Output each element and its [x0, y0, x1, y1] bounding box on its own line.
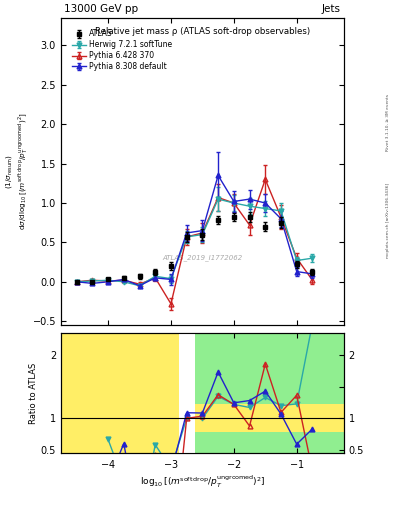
Text: Rivet 3.1.10, ≥ 3M events: Rivet 3.1.10, ≥ 3M events	[386, 94, 390, 152]
Text: mcplots.cern.ch [arXiv:1306.3436]: mcplots.cern.ch [arXiv:1306.3436]	[386, 183, 390, 258]
Text: Relative jet mass ρ (ATLAS soft-drop observables): Relative jet mass ρ (ATLAS soft-drop obs…	[95, 27, 310, 36]
X-axis label: $\log_{10}[(m^{\mathrm{soft\,drop}}/p_T^{\mathrm{ungroomed}})^2]$: $\log_{10}[(m^{\mathrm{soft\,drop}}/p_T^…	[140, 474, 265, 490]
Text: ATLAS_2019_I1772062: ATLAS_2019_I1772062	[162, 254, 242, 261]
Text: Jets: Jets	[322, 4, 341, 14]
Y-axis label: Ratio to ATLAS: Ratio to ATLAS	[29, 362, 38, 423]
Legend: ATLAS, Herwig 7.2.1 softTune, Pythia 6.428 370, Pythia 8.308 default: ATLAS, Herwig 7.2.1 softTune, Pythia 6.4…	[70, 28, 173, 73]
Text: 13000 GeV pp: 13000 GeV pp	[64, 4, 138, 14]
Y-axis label: $(1/\sigma_\mathrm{resum})$
$\mathrm{d}\sigma/\mathrm{d}\log_{10}[(m^\mathrm{sof: $(1/\sigma_\mathrm{resum})$ $\mathrm{d}\…	[4, 113, 30, 230]
